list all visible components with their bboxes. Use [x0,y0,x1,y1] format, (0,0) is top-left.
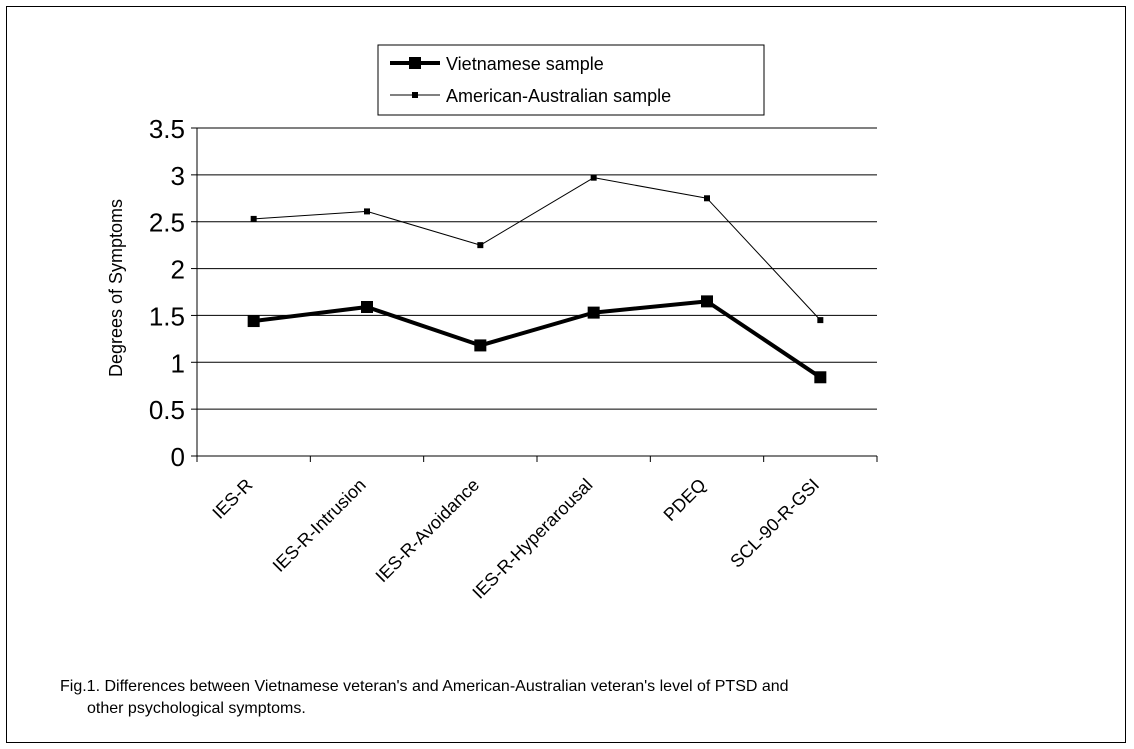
x-tick-label: IES-R-Intrusion [269,475,370,576]
y-tick-label: 1 [171,348,185,378]
series-2-point [704,195,710,202]
x-tick-label: IES-R-Avoidance [372,475,484,587]
y-tick-label: 2 [171,255,185,285]
series-1-point [474,339,487,352]
series-1-point [361,300,373,313]
series-2-point [250,215,257,222]
series-1-point [247,315,260,328]
series-2-point [364,208,370,215]
legend-marker [409,57,421,69]
series-line-2 [253,177,821,321]
x-tick-label: SCL-90-R-GSI [726,475,823,572]
series-2-point [477,242,484,249]
figure-caption: Fig.1. Differences between Vietnamese ve… [60,676,1040,720]
y-tick-label: 1.5 [149,301,185,331]
y-tick-label: 0.5 [149,395,185,425]
legend-box [377,44,765,116]
series-1-point [701,295,713,308]
figure-frame [6,6,1126,743]
legend-marker [412,92,418,98]
series-2-point [590,174,597,181]
y-tick-label: 3 [171,161,185,191]
series-line-1 [253,299,822,379]
series-2-point [817,317,824,324]
x-tick-label: PDEQ [660,475,710,525]
x-tick-label: IES-R [208,475,256,523]
caption-line-2: other psychological symptoms. [87,700,306,717]
caption-line-1: Fig.1. Differences between Vietnamese ve… [60,678,789,695]
y-tick-label: 2.5 [149,208,185,238]
legend-label: American-Australian sample [446,86,671,106]
y-axis-label: Degrees of Symptoms [106,199,126,377]
x-tick-label: IES-R-Hyperarousal [468,475,596,603]
series-1-point [587,306,600,319]
legend-label: Vietnamese sample [446,54,604,74]
series-1-point [814,371,827,384]
y-tick-label: 0 [171,442,185,472]
y-tick-label: 3.5 [149,114,185,144]
